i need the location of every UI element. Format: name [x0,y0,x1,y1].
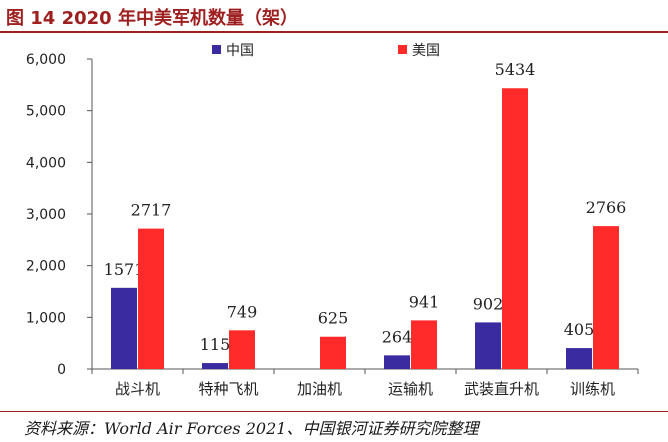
chart-legend: 中国 美国 [212,43,440,59]
bar-china [566,348,592,369]
figure-header: 图 14 2020 年中美军机数量（架） [0,0,668,33]
figure-title: 图 14 2020 年中美军机数量（架） [6,8,298,29]
data-label: 625 [318,309,349,328]
legend-swatch-usa [398,45,407,54]
bar-usa [138,228,164,369]
y-tick-label: 5,000 [26,104,66,120]
legend-swatch-china [212,45,221,54]
data-label: 941 [409,292,440,311]
x-tick-label: 加油机 [297,380,342,398]
bar-usa [229,330,255,369]
data-label: 405 [564,320,595,339]
data-label: 2766 [586,198,627,217]
title-divider [0,31,668,33]
x-tick-label: 特种飞机 [198,380,258,398]
data-label: 2717 [131,201,172,220]
data-label: 264 [382,327,413,346]
source-divider [0,411,668,412]
x-tick-label: 训练机 [570,380,615,398]
bar-china [202,363,228,369]
legend-label: 中国 [226,43,254,59]
bar-usa [502,88,528,369]
data-label: 749 [227,302,258,321]
y-tick-label: 0 [57,362,66,378]
y-tick-label: 2,000 [26,259,66,275]
x-tick-label: 武装直升机 [464,380,539,398]
figure-source: 资料来源：World Air Forces 2021、中国银河证券研究院整理 [24,419,479,438]
y-tick-label: 4,000 [26,155,66,171]
legend-label: 美国 [412,43,440,59]
y-tick-label: 1,000 [26,310,66,326]
bar-china [384,355,410,369]
bar-usa [320,336,346,369]
chart-axes: 0 1,000 2,000 3,000 4,000 5,000 6,000 战斗机 特种飞机 加油… [26,52,639,398]
data-label: 1571 [104,260,145,279]
x-tick-label: 战斗机 [115,380,160,398]
data-label: 5434 [495,60,536,79]
bar-chart: 0 1,000 2,000 3,000 4,000 5,000 6,000 战斗机 特种飞机 加油… [26,43,639,398]
bar-china [111,287,137,369]
bar-usa [411,320,437,369]
y-tick-label: 6,000 [26,52,66,68]
data-label: 902 [473,294,504,313]
y-tick-label: 3,000 [26,207,66,223]
bar-usa [593,226,619,369]
data-label: 115 [200,335,231,354]
chart-bars: 1571 2717 115 749 625 264 941 902 5434 405 2766 [104,60,627,369]
bar-china [475,322,501,369]
x-tick-label: 运输机 [388,380,433,398]
